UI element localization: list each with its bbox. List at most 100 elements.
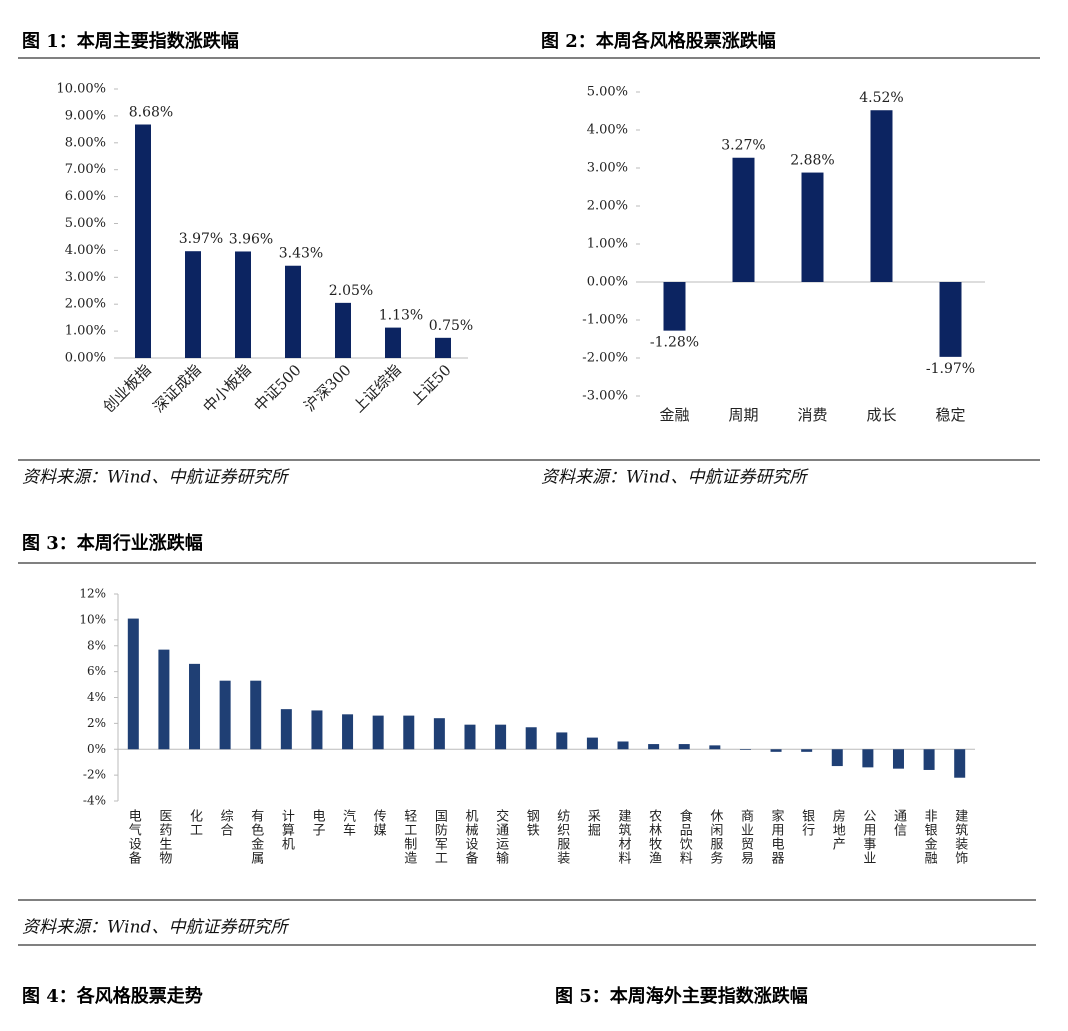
x-tick-label: 商业贸易 [738, 809, 754, 865]
x-tick-label: 房地产 [830, 808, 846, 851]
bar [770, 749, 782, 752]
value-label: 0.75% [429, 318, 473, 334]
y-tick-label: 10.00% [56, 82, 106, 97]
x-tick-label: 机械设备 [462, 809, 478, 865]
x-tick-label: 创业板指 [99, 361, 154, 416]
bar [495, 724, 507, 750]
bar [939, 282, 962, 357]
bar [372, 715, 384, 750]
figure-caption: 图 4：各风格股票走势 [22, 985, 203, 1007]
y-tick-label: 6.00% [65, 189, 106, 204]
x-tick-label: 消费 [797, 406, 827, 424]
x-tick-label: 纺织服装 [554, 809, 570, 865]
value-label: 8.68% [129, 105, 173, 121]
x-tick-label: 电气设备 [126, 809, 142, 865]
bar [739, 749, 751, 750]
x-tick-label: 农林牧渔 [646, 809, 662, 865]
figure-caption: 图 1：本周主要指数涨跌幅 [22, 30, 239, 52]
x-tick-label: 建筑装饰 [952, 809, 968, 865]
source-note: 资料来源：Wind、中航证券研究所 [22, 468, 290, 488]
bar [801, 172, 824, 282]
x-tick-label: 轻工制造 [401, 809, 417, 865]
y-tick-label: 3.00% [587, 161, 628, 176]
bar [433, 718, 445, 750]
y-tick-label: 4% [87, 690, 106, 704]
x-tick-label: 非银金融 [922, 809, 938, 865]
bar [801, 749, 813, 752]
x-tick-label: 通信 [891, 809, 907, 837]
x-tick-label: 有色金属 [248, 809, 264, 865]
x-tick-label: 综合 [218, 809, 234, 837]
y-tick-label: 4.00% [65, 243, 106, 258]
x-tick-label: 上证50 [407, 361, 454, 408]
y-tick-label: 6% [87, 664, 106, 678]
value-label: 4.52% [859, 90, 903, 106]
y-tick-label: 4.00% [587, 123, 628, 138]
x-tick-label: 中证500 [250, 361, 304, 415]
bar [185, 251, 201, 358]
bar [954, 749, 966, 778]
x-tick-label: 电子 [309, 809, 325, 837]
figure-caption: 图 2：本周各风格股票涨跌幅 [541, 30, 776, 52]
y-tick-label: 2% [87, 716, 106, 730]
x-tick-label: 传媒 [371, 809, 387, 837]
bar [135, 124, 151, 359]
y-tick-label: 8% [87, 638, 106, 652]
bar [280, 709, 292, 750]
y-tick-label: -2.00% [582, 351, 628, 366]
y-tick-label: -3.00% [582, 389, 628, 404]
value-label: -1.97% [926, 361, 975, 377]
bar [311, 710, 323, 750]
bar [342, 714, 354, 750]
value-label: 1.13% [379, 308, 423, 324]
bar [870, 110, 893, 283]
y-tick-label: 8.00% [65, 135, 106, 150]
y-tick-label: 3.00% [65, 270, 106, 285]
value-label: 3.96% [229, 231, 273, 247]
source-note: 资料来源：Wind、中航证券研究所 [541, 468, 809, 488]
bar [158, 649, 170, 750]
bar [831, 749, 843, 767]
x-tick-label: 食品饮料 [677, 808, 693, 865]
y-tick-label: 0.00% [65, 351, 106, 366]
bar [250, 680, 262, 750]
x-tick-label: 休闲服务 [707, 809, 723, 865]
bar [464, 724, 476, 750]
x-tick-label: 家用电器 [769, 808, 785, 865]
x-tick-label: 深证成指 [149, 361, 204, 416]
y-tick-label: 0.00% [587, 275, 628, 290]
bar [732, 157, 755, 282]
value-label: 3.27% [721, 138, 765, 154]
source-note: 资料来源：Wind、中航证券研究所 [22, 918, 290, 938]
bar [923, 749, 935, 770]
bar [525, 727, 537, 750]
y-tick-label: -4% [83, 794, 106, 808]
x-tick-label: 中小板指 [199, 361, 254, 416]
x-tick-label: 成长 [866, 406, 896, 424]
x-tick-label: 周期 [728, 406, 758, 424]
value-label: 2.88% [790, 153, 834, 169]
y-tick-label: 12% [79, 587, 106, 601]
x-tick-label: 计算机 [279, 809, 295, 851]
y-tick-label: -2% [83, 768, 106, 782]
y-tick-label: 1.00% [65, 324, 106, 339]
bar [435, 337, 451, 358]
x-tick-label: 上证综指 [349, 361, 404, 416]
value-label: 3.43% [279, 246, 323, 262]
x-tick-label: 沪深300 [300, 361, 354, 415]
bar [219, 680, 231, 750]
y-tick-label: 2.00% [587, 199, 628, 214]
bar [663, 282, 686, 331]
y-tick-label: 10% [79, 612, 106, 626]
x-tick-label: 化工 [187, 809, 203, 837]
x-tick-label: 钢铁 [524, 809, 540, 837]
y-tick-label: 2.00% [65, 297, 106, 312]
value-label: -1.28% [650, 335, 699, 351]
bar [586, 737, 598, 750]
bar [862, 749, 874, 768]
bar [648, 744, 660, 750]
bar [235, 251, 251, 358]
x-tick-label: 银行 [799, 809, 815, 837]
x-tick-label: 国防军工 [432, 809, 448, 865]
